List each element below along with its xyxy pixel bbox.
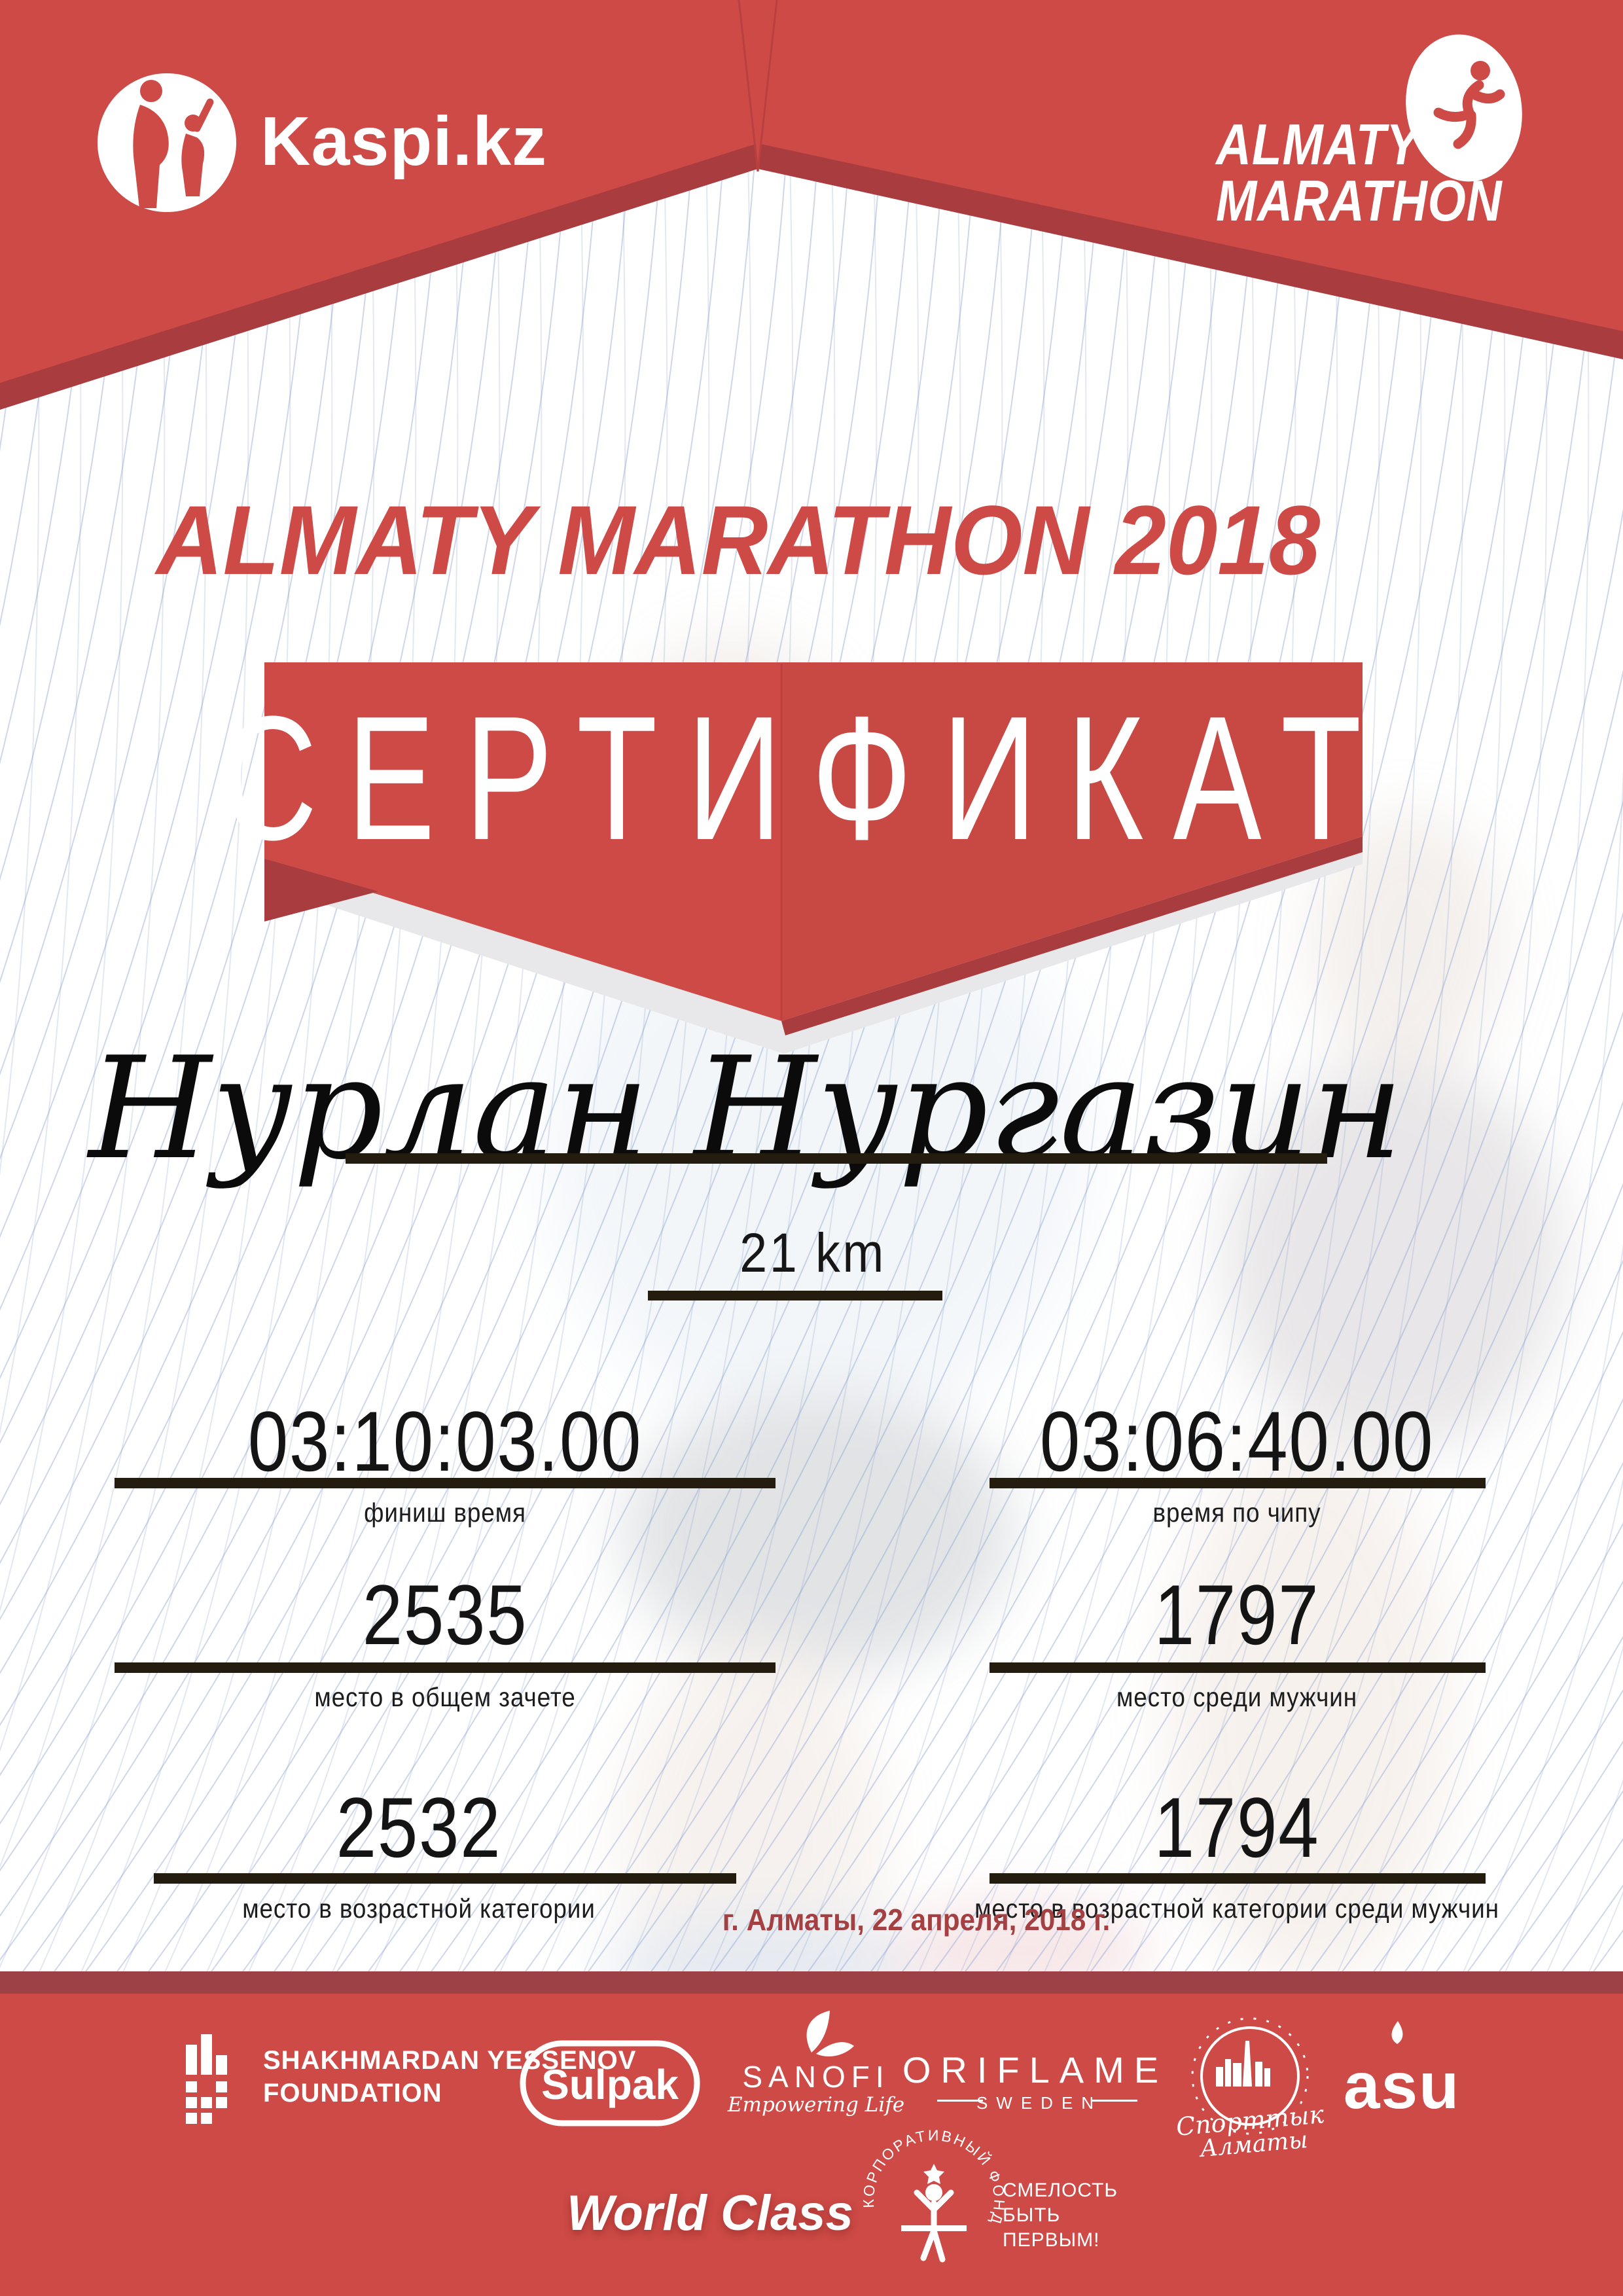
asu-droplet-icon — [1391, 2021, 1403, 2044]
oriflame-dashes — [937, 2100, 1137, 2102]
age-men-place-value: 1794 — [1154, 1780, 1320, 1875]
top-banner — [0, 0, 1623, 410]
yessenov-logo-icon — [186, 2034, 227, 2124]
certificate-label: СЕРТИФИКАТ — [221, 680, 1391, 877]
distance-value: 21 km — [740, 1222, 886, 1283]
men-place-label: место среди мужчин — [1116, 1682, 1358, 1712]
overall-place-value: 2535 — [362, 1567, 528, 1662]
star-icon — [923, 2164, 944, 2184]
age-place-label: место в возрастной категории — [242, 1893, 596, 1924]
almaty-marathon-logo-icon — [1406, 34, 1522, 182]
fond-slogan-line1: СМЕЛОСТЬ — [1003, 2179, 1118, 2201]
sanofi-logo-text: SANOFI — [742, 2060, 890, 2094]
men-place-underline — [990, 1662, 1486, 1673]
overall-place-label: место в общем зачете — [314, 1682, 576, 1712]
oriflame-subline: SWEDEN — [976, 2093, 1103, 2113]
banner-center-spike — [739, 0, 777, 171]
name-underline — [346, 1153, 1327, 1164]
certificate-ribbon — [264, 662, 1363, 1054]
almaty-marathon-logo-line1: ALMATY — [1216, 112, 1420, 177]
fond-slogan-line2: БЫТЬ — [1003, 2204, 1061, 2226]
age-place-underline — [154, 1873, 736, 1884]
recipient-name: Нурлан Нургазин — [88, 1026, 1404, 1191]
finish-time-underline — [115, 1478, 776, 1488]
kaspi-logo-text: Kaspi.kz — [260, 103, 548, 180]
chip-time-label: время по чипу — [1152, 1498, 1321, 1528]
sulpak-logo-frame — [520, 2040, 700, 2126]
almaty-marathon-logo-line2: MARATHON — [1216, 168, 1503, 233]
chip-time-value: 03:06:40.00 — [1039, 1393, 1435, 1489]
yessenov-foundation-line2: FOUNDATION — [263, 2079, 442, 2108]
chip-time-underline — [990, 1478, 1486, 1488]
sport-almaty-emblem — [1191, 2017, 1309, 2135]
men-place-value: 1797 — [1154, 1567, 1320, 1662]
page-title: ALMATY MARATHON 2018 — [156, 485, 1321, 595]
age-men-place-label: место в возрастной категории среди мужчи… — [974, 1893, 1499, 1924]
kaspi-logo-icon — [98, 73, 236, 212]
age-place-value: 2532 — [336, 1780, 502, 1875]
asu-logo-text: asu — [1343, 2049, 1461, 2123]
sanofi-tagline: Empowering Life — [727, 2093, 905, 2117]
overall-place-underline — [115, 1662, 776, 1673]
footer-strip — [0, 1971, 1623, 1994]
event-date-line: г. Алматы, 22 апреля, 2018 г. — [722, 1903, 1111, 1937]
sulpak-logo-text: Sulpak — [541, 2061, 679, 2108]
oriflame-logo-text: ORIFLAME — [902, 2049, 1169, 2090]
sanofi-bird-icon — [806, 2011, 854, 2056]
age-men-place-underline — [990, 1873, 1486, 1884]
finish-time-value: 03:10:03.00 — [247, 1393, 643, 1489]
world-class-logo-text: World Class — [567, 2185, 853, 2241]
yessenov-foundation-line1: SHAKHMARDAN YESSENOV — [263, 2046, 637, 2075]
fond-slogan-line3: ПЕРВЫМ! — [1003, 2229, 1100, 2251]
finish-tape — [901, 2225, 967, 2231]
distance-underline — [648, 1291, 942, 1300]
finish-time-label: финиш время — [364, 1498, 526, 1528]
